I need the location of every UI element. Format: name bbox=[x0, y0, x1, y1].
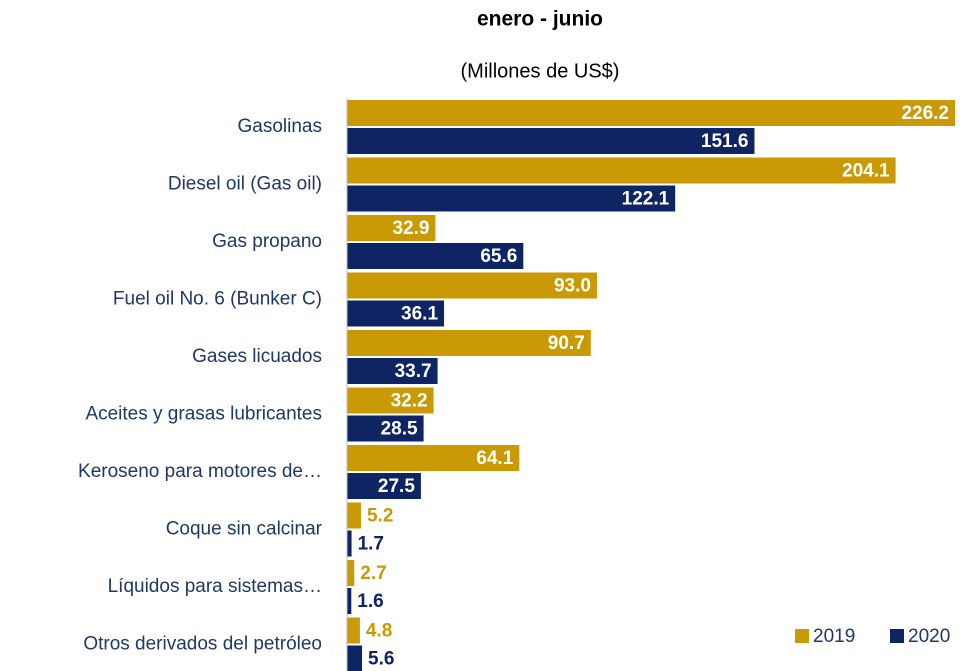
y-tick-label: Gasolinas bbox=[238, 116, 323, 137]
data-label: 27.5 bbox=[378, 476, 415, 497]
bar bbox=[347, 128, 755, 154]
bar bbox=[347, 300, 445, 327]
bar bbox=[347, 530, 352, 557]
bar bbox=[347, 473, 421, 499]
bar bbox=[347, 617, 360, 644]
bar bbox=[347, 358, 438, 384]
legend-swatch bbox=[890, 629, 904, 643]
chart-subtitle: (Millones de US$) bbox=[461, 60, 620, 82]
data-label: 122.1 bbox=[622, 189, 670, 210]
data-label: 2.7 bbox=[360, 563, 386, 584]
y-tick-label: Gas propano bbox=[212, 231, 322, 252]
data-label: 226.2 bbox=[901, 103, 949, 124]
data-label: 1.7 bbox=[358, 534, 384, 555]
bar bbox=[347, 215, 436, 241]
data-label: 1.6 bbox=[357, 591, 383, 612]
bar bbox=[347, 645, 363, 671]
y-tick-label: Diesel oil (Gas oil) bbox=[168, 174, 322, 195]
bar bbox=[347, 157, 896, 184]
data-label: 32.2 bbox=[391, 391, 428, 412]
data-label: 28.5 bbox=[381, 419, 418, 440]
data-label: 33.7 bbox=[395, 361, 432, 382]
bar bbox=[347, 387, 434, 414]
bar bbox=[347, 588, 352, 614]
y-tick-label: Gases licuados bbox=[192, 346, 322, 367]
chart-title: enero - junio bbox=[477, 8, 603, 31]
data-label: 90.7 bbox=[548, 333, 585, 354]
legend-swatch bbox=[795, 629, 809, 643]
legend-label: 2019 bbox=[813, 626, 855, 647]
y-tick-label: Otros derivados del petróleo bbox=[83, 634, 322, 655]
bar bbox=[347, 502, 361, 529]
bar bbox=[347, 560, 355, 586]
data-label: 36.1 bbox=[401, 304, 438, 325]
bar bbox=[347, 330, 591, 356]
data-label: 32.9 bbox=[392, 218, 429, 239]
data-label: 151.6 bbox=[701, 131, 749, 152]
data-label: 93.0 bbox=[554, 276, 591, 297]
y-tick-label: Líquidos para sistemas… bbox=[108, 576, 322, 597]
bar bbox=[347, 185, 676, 212]
y-tick-label: Keroseno para motores de… bbox=[78, 461, 322, 482]
legend-label: 2020 bbox=[908, 626, 950, 647]
data-label: 65.6 bbox=[480, 246, 517, 267]
bar bbox=[347, 445, 520, 471]
data-label: 204.1 bbox=[842, 161, 890, 182]
bar bbox=[347, 243, 524, 269]
data-label: 5.6 bbox=[368, 649, 394, 670]
bar bbox=[347, 272, 597, 299]
bar bbox=[347, 415, 424, 442]
data-label: 4.8 bbox=[366, 621, 392, 642]
bar bbox=[347, 100, 955, 126]
y-tick-label: Aceites y grasas lubricantes bbox=[85, 404, 322, 425]
y-tick-label: Coque sin calcinar bbox=[166, 519, 323, 540]
y-tick-label: Fuel oil No. 6 (Bunker C) bbox=[113, 289, 322, 310]
data-label: 64.1 bbox=[476, 448, 513, 469]
data-label: 5.2 bbox=[367, 506, 393, 527]
